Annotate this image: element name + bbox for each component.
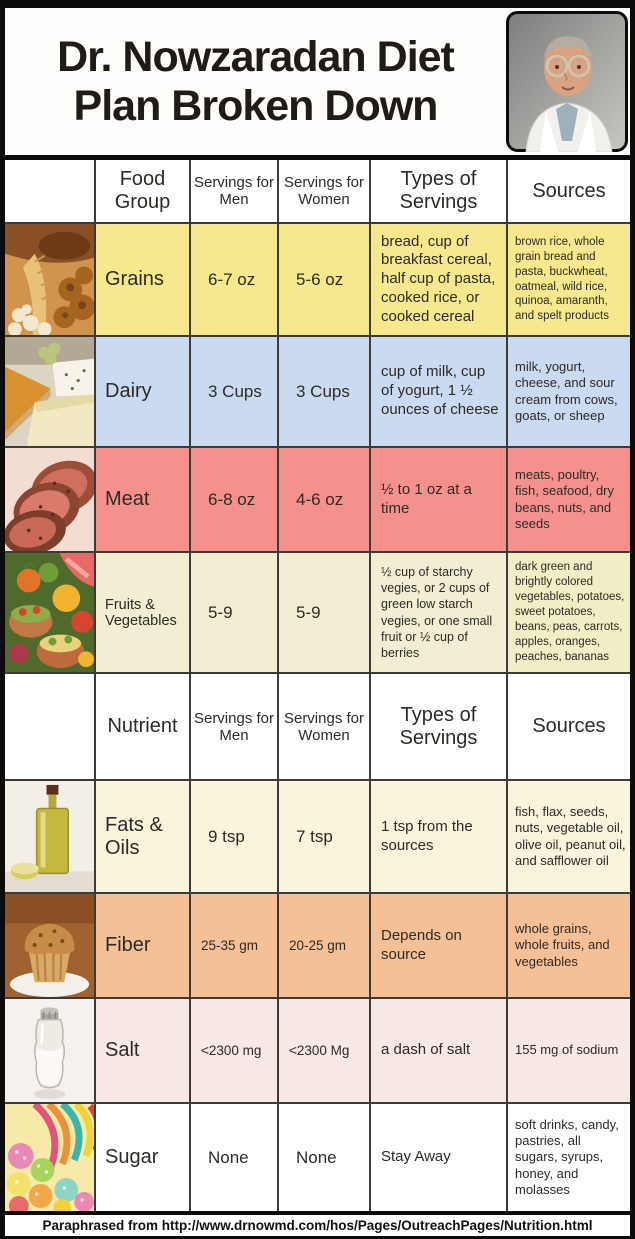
col-header-servings-men: Servings for Men: [191, 160, 279, 222]
meat-photo: [5, 448, 96, 551]
sources-text: fish, flax, seeds, nuts, vegetable oil, …: [508, 781, 630, 892]
servings-women-value: 20-25 gm: [279, 894, 371, 997]
food-group-label: Sugar: [96, 1104, 191, 1211]
page-title: Dr. Nowzaradan Diet Plan Broken Down: [5, 33, 506, 129]
table-row-fiber: Fiber 25-35 gm 20-25 gm Depends on sourc…: [5, 894, 630, 999]
col-header-servings-women: Servings for Women: [279, 160, 371, 222]
servings-men-value: 25-35 gm: [191, 894, 279, 997]
col-header-sources: Sources: [532, 715, 606, 737]
header-empty-cell: [5, 160, 96, 222]
salt-shaker-photo: [5, 999, 96, 1102]
types-of-servings-text: bread, cup of breakfast cereal, half cup…: [371, 224, 508, 335]
table-row-meat: Meat 6-8 oz 4-6 oz ½ to 1 oz at a time m…: [5, 448, 630, 553]
servings-women-value: <2300 Mg: [279, 999, 371, 1102]
food-group-label: Meat: [96, 448, 191, 551]
types-of-servings-text: Stay Away: [371, 1104, 508, 1211]
types-of-servings-text: ½ cup of starchy vegies, or 2 cups of gr…: [371, 553, 508, 672]
servings-women-value: 7 tsp: [279, 781, 371, 892]
diet-table: Food Group Servings for Men Servings for…: [5, 160, 630, 1211]
sources-text: brown rice, whole grain bread and pasta,…: [508, 224, 630, 335]
food-group-label: Dairy: [96, 337, 191, 446]
servings-women-value: None: [279, 1104, 371, 1211]
muffin-photo: [5, 894, 96, 997]
table-row-fats-oils: Fats & Oils 9 tsp 7 tsp 1 tsp from the s…: [5, 781, 630, 894]
sources-text: milk, yogurt, cheese, and sour cream fro…: [508, 337, 630, 446]
table-row-dairy: Dairy 3 Cups 3 Cups cup of milk, cup of …: [5, 337, 630, 448]
col-header-servings-men: Servings for Men: [191, 674, 279, 779]
food-group-label: Grains: [96, 224, 191, 335]
header-empty-cell: [5, 674, 96, 779]
servings-men-value: 6-8 oz: [191, 448, 279, 551]
dairy-photo: [5, 337, 96, 446]
servings-women-value: 3 Cups: [279, 337, 371, 446]
candy-photo: [5, 1104, 96, 1211]
table-header-food: Food Group Servings for Men Servings for…: [5, 160, 630, 224]
types-of-servings-text: ½ to 1 oz at a time: [371, 448, 508, 551]
servings-women-value: 5-9: [279, 553, 371, 672]
grains-photo: [5, 224, 96, 335]
col-header-nutrient: Nutrient: [96, 674, 191, 779]
sources-text: soft drinks, candy, pastries, all sugars…: [508, 1104, 630, 1211]
title-bar: Dr. Nowzaradan Diet Plan Broken Down: [5, 8, 630, 155]
footer-divider: [5, 1211, 630, 1215]
col-header-food-group: Food Group: [96, 160, 191, 222]
types-of-servings-text: a dash of salt: [371, 999, 508, 1102]
sources-text: dark green and brightly colored vegetabl…: [508, 553, 630, 672]
food-group-label: Fruits & Vegetables: [96, 553, 191, 672]
poster-inner: Dr. Nowzaradan Diet Plan Broken Down: [5, 8, 630, 1236]
table-row-salt: Salt <2300 mg <2300 Mg a dash of salt 15…: [5, 999, 630, 1104]
servings-men-value: <2300 mg: [191, 999, 279, 1102]
col-header-servings-women: Servings for Women: [279, 674, 371, 779]
table-row-grains: Grains 6-7 oz 5-6 oz bread, cup of break…: [5, 224, 630, 337]
servings-men-value: 6-7 oz: [191, 224, 279, 335]
sources-text: whole grains, whole fruits, and vegetabl…: [508, 894, 630, 997]
attribution-text: Paraphrased from http://www.drnowmd.com/…: [5, 1215, 630, 1236]
servings-men-value: 3 Cups: [191, 337, 279, 446]
page-title-line2: Plan Broken Down: [73, 81, 439, 130]
types-of-servings-text: Depends on source: [371, 894, 508, 997]
col-header-types: Types of Servings: [371, 674, 508, 779]
oil-bottle-photo: [5, 781, 96, 892]
food-group-label: Fiber: [96, 894, 191, 997]
table-row-sugar: Sugar None None Stay Away soft drinks, c…: [5, 1104, 630, 1211]
fruits-vegetables-photo: [5, 553, 96, 672]
types-of-servings-text: 1 tsp from the sources: [371, 781, 508, 892]
table-header-nutrient: Nutrient Servings for Men Servings for W…: [5, 674, 630, 781]
servings-women-value: 4-6 oz: [279, 448, 371, 551]
title-table-divider: [5, 155, 630, 160]
servings-women-value: 5-6 oz: [279, 224, 371, 335]
table-row-fruits-vegetables: Fruits & Vegetables 5-9 5-9 ½ cup of sta…: [5, 553, 630, 674]
col-header-types: Types of Servings: [371, 160, 508, 222]
page-title-line1: Dr. Nowzaradan Diet: [57, 33, 455, 82]
food-group-label: Salt: [96, 999, 191, 1102]
servings-men-value: None: [191, 1104, 279, 1211]
servings-men-value: 9 tsp: [191, 781, 279, 892]
sources-text: 155 mg of sodium: [508, 999, 630, 1102]
food-group-label: Fats & Oils: [96, 781, 191, 892]
sources-text: meats, poultry, fish, seafood, dry beans…: [508, 448, 630, 551]
col-header-sources: Sources: [532, 179, 606, 202]
servings-men-value: 5-9: [191, 553, 279, 672]
doctor-photo: [506, 11, 628, 153]
types-of-servings-text: cup of milk, cup of yogurt, 1 ½ ounces o…: [371, 337, 508, 446]
